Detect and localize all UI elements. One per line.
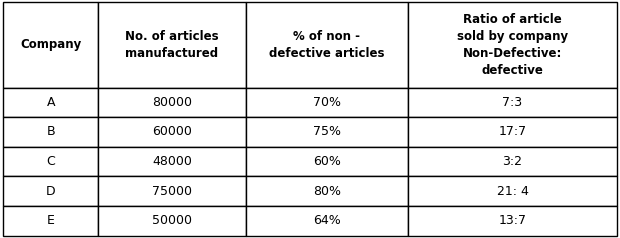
Text: 75000: 75000: [152, 185, 192, 198]
Bar: [408, 176, 617, 206]
Bar: [98, 88, 246, 117]
Bar: [408, 206, 617, 236]
Text: D: D: [46, 185, 55, 198]
Text: No. of articles
manufactured: No. of articles manufactured: [125, 30, 219, 60]
Bar: [246, 176, 408, 206]
Text: B: B: [46, 125, 55, 139]
Text: C: C: [46, 155, 55, 168]
Text: 75%: 75%: [313, 125, 341, 139]
Text: % of non -
defective articles: % of non - defective articles: [269, 30, 384, 60]
Bar: [246, 206, 408, 236]
Text: 60%: 60%: [313, 155, 341, 168]
Text: E: E: [46, 214, 55, 227]
Bar: [98, 117, 246, 147]
Bar: [408, 2, 617, 88]
Bar: [3, 117, 98, 147]
Text: 70%: 70%: [313, 96, 341, 109]
Text: 60000: 60000: [152, 125, 192, 139]
Bar: [408, 147, 617, 176]
Bar: [3, 2, 98, 88]
Text: 17:7: 17:7: [498, 125, 526, 139]
Text: 21: 4: 21: 4: [497, 185, 528, 198]
Bar: [408, 117, 617, 147]
Bar: [408, 88, 617, 117]
Bar: [98, 2, 246, 88]
Text: 80000: 80000: [152, 96, 192, 109]
Bar: [98, 147, 246, 176]
Bar: [246, 117, 408, 147]
Bar: [246, 147, 408, 176]
Bar: [3, 176, 98, 206]
Bar: [246, 2, 408, 88]
Text: A: A: [46, 96, 55, 109]
Text: Ratio of article
sold by company
Non-Defective:
defective: Ratio of article sold by company Non-Def…: [457, 13, 568, 77]
Bar: [98, 176, 246, 206]
Bar: [98, 206, 246, 236]
Bar: [3, 147, 98, 176]
Bar: [246, 88, 408, 117]
Text: 64%: 64%: [313, 214, 341, 227]
Bar: [3, 206, 98, 236]
Text: 50000: 50000: [152, 214, 192, 227]
Bar: [3, 88, 98, 117]
Text: 48000: 48000: [152, 155, 192, 168]
Text: 13:7: 13:7: [498, 214, 526, 227]
Text: 7:3: 7:3: [502, 96, 523, 109]
Text: 80%: 80%: [313, 185, 341, 198]
Text: Company: Company: [20, 39, 81, 51]
Text: 3:2: 3:2: [503, 155, 523, 168]
